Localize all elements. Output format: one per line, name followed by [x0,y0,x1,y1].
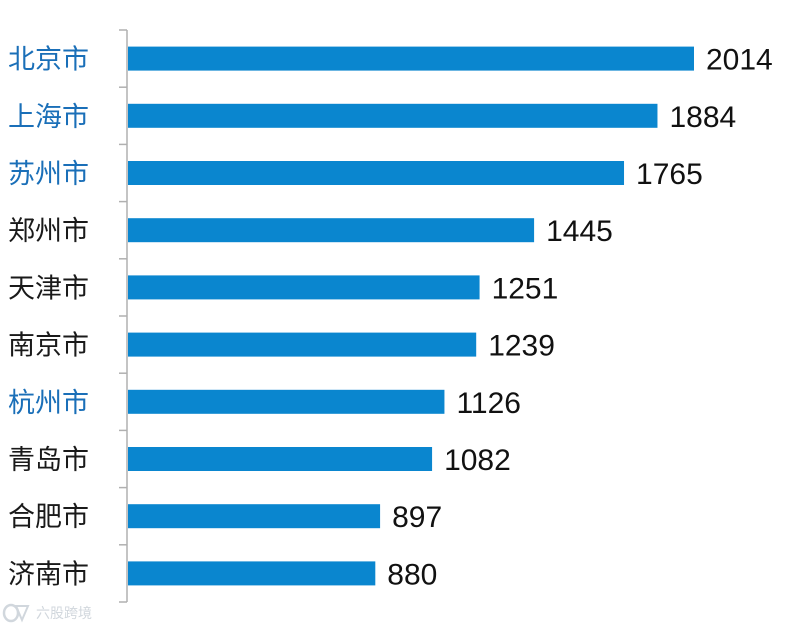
value-label: 1251 [492,272,559,305]
category-label: 济南市 [8,559,89,590]
category-label: 杭州市 [8,388,89,419]
category-label: 青岛市 [8,445,89,476]
value-label: 1884 [669,101,736,134]
bar [128,389,445,414]
value-label: 897 [392,501,442,534]
bar [128,161,625,185]
category-label: 北京市 [8,45,89,76]
value-label: 1239 [488,330,555,363]
value-label: 880 [387,558,437,591]
value-label: 1765 [636,158,703,191]
bar [128,504,381,529]
value-label: 1082 [444,444,511,477]
bar [128,218,535,243]
axis-layer [119,29,128,603]
value-label: 1445 [546,215,613,248]
category-label: 天津市 [8,273,89,304]
value-label: 1126 [456,387,521,420]
rocket-logo-icon [2,603,30,623]
bar [128,103,658,128]
watermark: 六股跨境 [2,600,92,626]
bar [128,447,433,471]
category-label: 合肥市 [8,502,89,533]
value-label: 2014 [706,44,773,77]
category-label: 上海市 [8,102,89,133]
bar [128,46,694,71]
category-label: 郑州市 [8,216,89,247]
category-label: 南京市 [8,331,89,362]
watermark-text: 六股跨境 [36,606,92,622]
bar [128,275,480,300]
bars-layer [128,46,694,586]
category-label: 苏州市 [8,159,89,190]
bar [128,332,477,357]
bar [128,561,376,586]
